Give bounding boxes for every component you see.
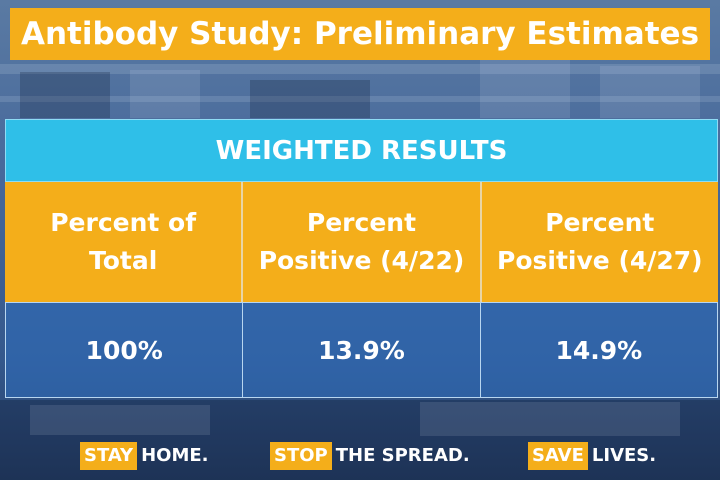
column-header-positive-4-27: Percent Positive (4/27)	[481, 182, 718, 302]
slogan-highlight: STOP	[270, 442, 332, 470]
slogan-highlight: STAY	[80, 442, 138, 470]
value-positive-4-27: 14.9%	[480, 303, 717, 397]
slogan-text: LIVES.	[591, 445, 657, 466]
column-header-percent-total: Percent of Total	[5, 182, 244, 302]
column-header-row: Percent of Total Percent Positive (4/22)…	[5, 182, 718, 302]
title-banner: Antibody Study: Preliminary Estimates	[10, 8, 710, 60]
slogan-text: THE SPREAD.	[335, 445, 470, 466]
value-percent-total: 100%	[6, 303, 244, 397]
slogan-highlight: SAVE	[528, 442, 588, 470]
slogan-bar: STAY HOME. STOP THE SPREAD. SAVE LIVES.	[0, 440, 720, 472]
value-row: 100% 13.9% 14.9%	[5, 302, 718, 398]
table-header: WEIGHTED RESULTS	[5, 119, 718, 182]
column-header-positive-4-22: Percent Positive (4/22)	[243, 182, 482, 302]
table-header-label: WEIGHTED RESULTS	[215, 135, 508, 166]
slogan-text: HOME.	[141, 445, 209, 466]
slogan-save-lives: SAVE LIVES.	[528, 440, 656, 472]
slogan-stay-home: STAY HOME.	[80, 440, 209, 472]
value-positive-4-22: 13.9%	[243, 303, 481, 397]
results-table: WEIGHTED RESULTS Percent of Total Percen…	[5, 119, 718, 398]
page-title: Antibody Study: Preliminary Estimates	[20, 16, 700, 52]
slogan-stop-spread: STOP THE SPREAD.	[270, 440, 470, 472]
